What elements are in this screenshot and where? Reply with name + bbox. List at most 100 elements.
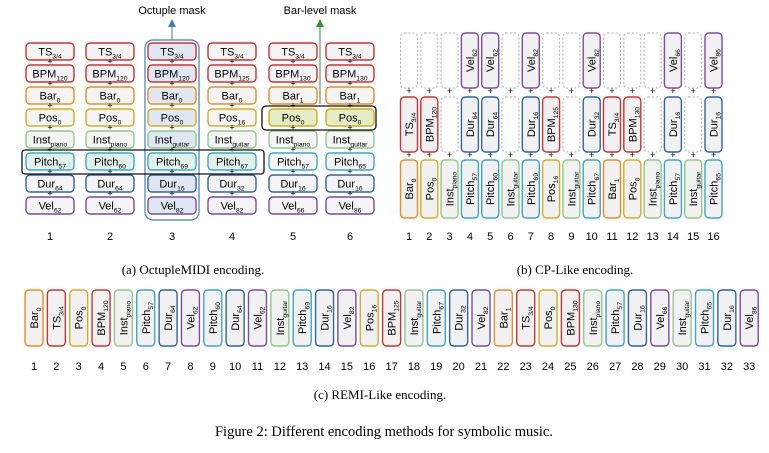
token-label: TS3/4 (38, 47, 62, 61)
token-box-pos (85, 108, 135, 127)
token-box-vel (207, 196, 257, 215)
token-box-pos (268, 108, 318, 127)
cp-index: 11 (606, 231, 617, 243)
token-box-inst (270, 289, 290, 347)
token-label: Pos0 (282, 113, 305, 127)
cp-index: 5 (487, 231, 493, 243)
token-label: Pos0 (39, 113, 62, 127)
token-label: Pitch65 (709, 173, 723, 205)
plus-sign: + (589, 150, 594, 160)
token-box-vel (650, 289, 670, 347)
token-box-vel (739, 289, 759, 347)
plus-sign: + (670, 150, 675, 160)
token-box-vel (663, 32, 683, 89)
token-box-pitch (25, 152, 75, 171)
cp-index: 8 (548, 231, 554, 243)
plus-sign: + (711, 150, 716, 160)
plus-sign: + (169, 57, 174, 67)
plus-sign: + (609, 150, 614, 160)
cp-index: 14 (667, 231, 679, 243)
padding-token (684, 32, 703, 89)
remi-index: 32 (721, 361, 733, 373)
plus-sign: + (528, 86, 533, 96)
token-box-bar (602, 159, 622, 219)
plus-sign: + (290, 79, 295, 89)
plus-sign: + (467, 150, 472, 160)
token-label: BPM130 (275, 69, 310, 83)
token-box-bar (147, 86, 197, 105)
token-label: Instguitar (275, 300, 289, 336)
remi-index: 18 (408, 361, 420, 373)
token-box-pos (25, 108, 75, 127)
token-box-vel (180, 289, 201, 347)
octuple-index: 4 (229, 231, 235, 243)
plus-sign: + (488, 150, 493, 160)
remi-index: 24 (542, 361, 554, 373)
token-box-inst (684, 159, 703, 219)
plus-sign: + (650, 150, 655, 160)
token-box-pitch (268, 152, 318, 171)
plus-sign: + (47, 167, 52, 177)
token-box-pos (359, 289, 379, 347)
token-label: Pitch57 (141, 302, 155, 334)
token-label: BPM120 (424, 107, 438, 142)
cp-index: 10 (586, 231, 598, 243)
bar-level-highlight (261, 105, 377, 131)
token-label: Pos16 (546, 176, 560, 203)
plus-sign: + (447, 150, 452, 160)
plus-sign: + (406, 86, 411, 96)
token-box-vel (582, 32, 601, 89)
token-box-dur (627, 289, 648, 347)
figure-caption: Figure 2: Different encoding methods for… (215, 424, 553, 440)
token-label: Vel62 (185, 306, 199, 329)
remi-caption: (c) REMI-Like encoding. (314, 387, 446, 402)
token-box-vel (460, 32, 480, 89)
token-label: Pos16 (364, 305, 378, 332)
octuple-caption: (a) OctupleMIDI encoding. (122, 262, 265, 277)
token-label: Dur32 (587, 112, 601, 138)
token-box-inst (268, 130, 318, 149)
token-label: Vel82 (161, 201, 184, 215)
plus-sign: + (229, 57, 234, 67)
padding-token (684, 96, 703, 153)
padding-token (643, 96, 662, 153)
octuple-index: 1 (47, 231, 53, 243)
token-box-vel (85, 196, 135, 215)
padding-token (440, 32, 459, 89)
token-label: Vel66 (655, 306, 669, 329)
token-label: Bar0 (29, 307, 43, 328)
plus-sign: + (107, 123, 112, 133)
token-box-bpm (560, 289, 581, 347)
remi-index: 17 (385, 361, 397, 373)
token-label: Pitch57 (277, 157, 309, 171)
token-box-pitch (663, 159, 683, 219)
token-box-pitch (136, 289, 156, 347)
token-label: Pos0 (627, 177, 641, 200)
token-label: TS3/4 (404, 113, 418, 137)
pitch-row-highlight (21, 149, 265, 175)
token-label: Instpiano (118, 301, 132, 336)
token-label: Pitch69 (156, 157, 188, 171)
token-label: Instguitar (566, 171, 580, 207)
token-box-inst (25, 130, 75, 149)
token-label: Instguitar (688, 171, 702, 207)
token-box-vel (337, 289, 357, 347)
padding-token (501, 96, 520, 153)
token-box-bar (493, 289, 514, 347)
token-box-dur (663, 96, 683, 153)
token-label: Pitch57 (668, 173, 682, 205)
token-label: Dur64 (97, 179, 123, 193)
token-box-pitch (147, 152, 197, 171)
token-label: Vel62 (253, 306, 267, 329)
token-box-pos (68, 289, 89, 347)
token-label: Pos0 (424, 177, 438, 200)
token-label: Bar1 (283, 91, 304, 105)
token-label: TS3/4 (98, 47, 122, 61)
token-box-pitch (292, 289, 312, 347)
plus-sign: + (347, 167, 352, 177)
token-box-dur (314, 289, 335, 347)
remi-index: 20 (453, 361, 465, 373)
remi-index: 14 (318, 361, 330, 373)
token-label: Instguitar (155, 135, 191, 149)
